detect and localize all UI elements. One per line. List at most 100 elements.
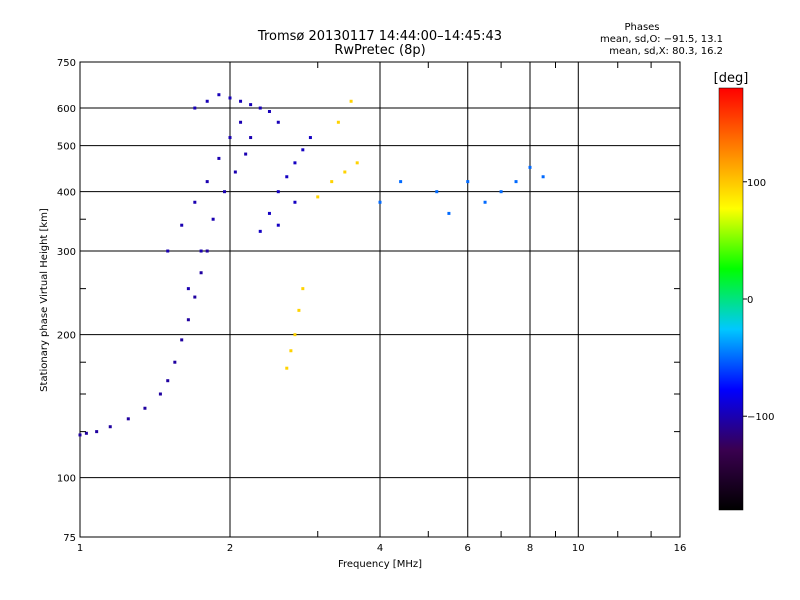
- data-point: [228, 96, 232, 100]
- stats-heading: Phases: [624, 22, 659, 33]
- y-tick-label: 500: [57, 142, 76, 153]
- data-point: [483, 200, 487, 204]
- data-point: [435, 190, 439, 194]
- data-point: [126, 417, 130, 421]
- data-point: [301, 148, 305, 152]
- data-point: [239, 99, 243, 103]
- y-tick-label: 75: [63, 533, 76, 544]
- data-point: [217, 93, 221, 97]
- y-tick-label: 200: [57, 331, 76, 342]
- data-point: [528, 165, 532, 169]
- y-tick-label: 300: [57, 247, 76, 258]
- data-point: [285, 175, 289, 179]
- data-point: [78, 433, 82, 437]
- data-point: [180, 338, 184, 342]
- data-point: [276, 190, 280, 194]
- data-point: [466, 180, 470, 184]
- data-point: [199, 271, 203, 275]
- stats-o-mode: mean, sd,O: −91.5, 13.1: [600, 34, 723, 45]
- data-point: [166, 379, 170, 383]
- data-point: [211, 217, 215, 221]
- data-point: [336, 120, 340, 124]
- data-point: [297, 308, 301, 312]
- data-point: [355, 161, 359, 165]
- data-point: [293, 161, 297, 165]
- x-axis-ticks: 1 2 4 6 8 10 16: [77, 62, 687, 554]
- chart-title: Tromsø 20130117 14:44:00–14:45:43: [257, 29, 502, 44]
- data-point: [95, 430, 99, 434]
- data-point: [447, 211, 451, 215]
- data-point: [193, 295, 197, 299]
- data-point: [330, 180, 334, 184]
- y-tick-label: 600: [57, 104, 76, 115]
- x-tick-label: 16: [674, 543, 687, 554]
- data-point: [349, 99, 353, 103]
- data-points: [78, 93, 545, 437]
- data-point: [499, 190, 503, 194]
- x-tick-label: 4: [377, 543, 383, 554]
- data-point: [343, 170, 347, 174]
- data-point: [233, 170, 237, 174]
- x-axis-label: Frequency [MHz]: [338, 559, 422, 570]
- data-point: [276, 223, 280, 227]
- data-point: [541, 175, 545, 179]
- stats-x-mode: mean, sd,X: 80.3, 16.2: [609, 46, 723, 57]
- data-point: [143, 406, 147, 410]
- data-point: [316, 195, 320, 199]
- data-point: [205, 180, 209, 184]
- data-point: [180, 223, 184, 227]
- y-axis-label: Stationary phase Virtual Height [km]: [39, 208, 50, 392]
- data-point: [301, 287, 305, 291]
- chart-subtitle: RwPretec (8p): [334, 43, 425, 58]
- data-point: [193, 106, 197, 110]
- data-point: [378, 200, 382, 204]
- data-point: [244, 152, 248, 156]
- data-point: [205, 249, 209, 253]
- data-point: [514, 180, 518, 184]
- data-point: [289, 349, 293, 353]
- data-point: [173, 360, 177, 364]
- data-point: [205, 99, 209, 103]
- x-tick-label: 8: [527, 543, 533, 554]
- colorbar-ticks: −100 0 100: [743, 178, 774, 423]
- colorbar-label: [deg]: [714, 71, 749, 86]
- data-point: [276, 120, 280, 124]
- data-point: [267, 211, 271, 215]
- x-tick-label: 2: [227, 543, 233, 554]
- colorbar-tick-label: 0: [747, 295, 753, 306]
- data-point: [267, 109, 271, 113]
- grid-lines: [80, 62, 680, 537]
- data-point: [399, 180, 403, 184]
- colorbar-tick-label: −100: [747, 412, 774, 423]
- data-point: [223, 190, 227, 194]
- data-point: [308, 136, 312, 140]
- data-point: [258, 106, 262, 110]
- data-point: [199, 249, 203, 253]
- x-tick-label: 10: [572, 543, 585, 554]
- data-point: [293, 333, 297, 337]
- data-point: [108, 425, 112, 429]
- data-point: [249, 136, 253, 140]
- data-point: [193, 200, 197, 204]
- y-tick-label: 400: [57, 188, 76, 199]
- data-point: [239, 120, 243, 124]
- data-point: [285, 366, 289, 370]
- data-point: [186, 318, 190, 322]
- data-point: [228, 136, 232, 140]
- data-point: [258, 229, 262, 233]
- x-tick-label: 1: [77, 543, 83, 554]
- data-point: [166, 249, 170, 253]
- colorbar-tick-label: 100: [747, 178, 766, 189]
- data-point: [186, 287, 190, 291]
- data-point: [217, 156, 221, 160]
- y-axis-ticks: 75 100 200 300 400 500 600 750: [57, 58, 680, 544]
- y-tick-label: 100: [57, 474, 76, 485]
- data-point: [84, 431, 88, 435]
- y-tick-label: 750: [57, 58, 76, 69]
- x-tick-label: 6: [465, 543, 471, 554]
- data-point: [158, 392, 162, 396]
- data-point: [293, 200, 297, 204]
- colorbar: [718, 87, 744, 511]
- data-point: [249, 103, 253, 107]
